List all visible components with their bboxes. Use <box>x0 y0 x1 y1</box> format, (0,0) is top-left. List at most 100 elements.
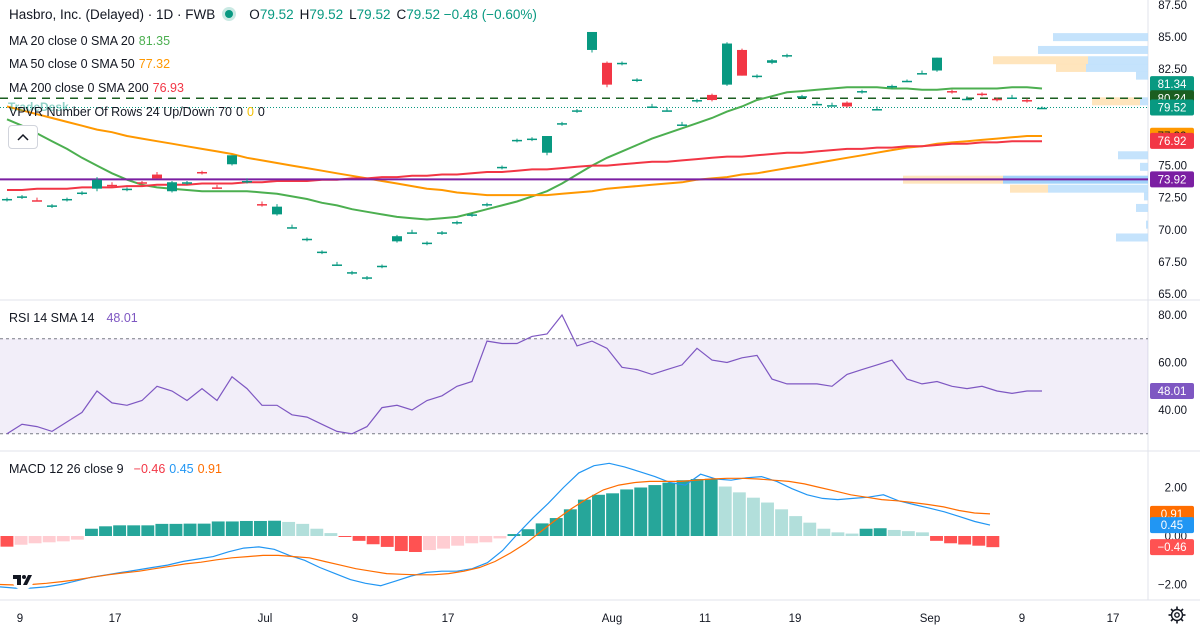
macd-hist-value: −0.46 <box>133 462 166 476</box>
candle-body <box>422 242 432 245</box>
collapse-legend-button[interactable] <box>8 125 38 149</box>
macd-histogram-bar <box>746 497 760 536</box>
macd-histogram-bar <box>437 536 451 549</box>
volume-profile-up-bar <box>1136 203 1148 212</box>
volume-profile-up-bar <box>1118 151 1148 160</box>
candle-body <box>1007 97 1017 99</box>
candle-body <box>752 75 762 78</box>
candle-body <box>47 205 57 207</box>
time-axis-tick-label: Aug <box>602 613 622 625</box>
price-axis-tick-label: 65.00 <box>1158 289 1187 301</box>
macd-histogram-bar <box>465 536 479 544</box>
candle-body <box>332 264 342 266</box>
macd-histogram-bar <box>408 536 422 553</box>
ma200-value: 76.93 <box>152 81 184 95</box>
candle-body <box>527 138 537 141</box>
symbol-title[interactable]: Hasbro, Inc. (Delayed) · 1D · FWB <box>9 7 216 22</box>
volume-profile-up-bar <box>1140 97 1148 106</box>
high-value: 79.52 <box>309 7 344 22</box>
macd-histogram-bar <box>704 478 718 536</box>
macd-histogram-bar <box>28 536 42 544</box>
volume-profile-up-bar <box>1144 192 1148 201</box>
vpvr-legend[interactable]: VPVR Number Of Rows 24 Up/Down 70 0 0 0 <box>9 104 265 120</box>
macd-histogram-bar <box>648 485 662 536</box>
low-value: 79.52 <box>356 7 391 22</box>
ma20-legend[interactable]: MA 20 close 0 SMA 20 81.35 <box>9 33 170 49</box>
tradingview-logo-icon[interactable] <box>8 568 38 590</box>
rsi-value: 48.01 <box>106 311 138 325</box>
rsi-label: RSI 14 SMA 14 <box>9 311 95 325</box>
candle-body <box>272 206 282 215</box>
price-scale-label: 76.92 <box>1158 136 1187 148</box>
macd-histogram-bar <box>155 523 169 536</box>
chevron-up-icon <box>17 133 29 141</box>
time-axis-tick-label: 9 <box>1019 613 1025 625</box>
candle-body <box>977 93 987 96</box>
symbol-header: Hasbro, Inc. (Delayed) · 1D · FWB O79.52 H… <box>9 7 537 22</box>
candle-body <box>377 265 387 268</box>
ma50-value: 77.32 <box>138 57 171 71</box>
watermark: TradeDesk <box>8 100 69 114</box>
macd-histogram-bar <box>70 536 84 540</box>
candle-body <box>797 96 807 98</box>
macd-label: MACD 12 26 close 9 <box>9 462 124 476</box>
candle-body <box>917 73 927 75</box>
time-axis-tick-label: 17 <box>109 613 122 625</box>
volume-profile-down-bar <box>1010 184 1048 193</box>
macd-histogram-bar <box>817 528 831 536</box>
time-axis-tick-label: 11 <box>699 613 711 625</box>
low-label: L <box>349 7 357 22</box>
macd-histogram-bar <box>577 499 591 536</box>
price-axis-tick-label: 82.50 <box>1158 64 1187 76</box>
settings-gear-icon[interactable] <box>1168 606 1186 624</box>
ma200-label: MA 200 close 0 SMA 200 <box>9 81 149 95</box>
candle-body <box>497 166 507 169</box>
candle-body <box>857 91 867 93</box>
time-axis-tick-label: 17 <box>1107 613 1120 625</box>
candle-body <box>1022 100 1032 102</box>
macd-histogram-bar <box>239 520 253 536</box>
macd-signal-value: 0.91 <box>197 462 222 476</box>
candle-body <box>887 85 897 88</box>
price-scale-label-box <box>1150 76 1194 93</box>
volume-profile-up-bar <box>1140 162 1148 171</box>
candle-body <box>122 188 132 191</box>
macd-histogram-bar <box>634 487 648 536</box>
candle-body <box>182 182 192 184</box>
candle-body <box>347 272 357 274</box>
rsi-axis-tick-label: 60.00 <box>1158 358 1187 370</box>
candle-body <box>257 204 267 206</box>
candle-body <box>287 227 297 229</box>
macd-scale-label: 0.45 <box>1161 520 1183 532</box>
macd-hist-scale-label-box <box>1150 539 1194 556</box>
candle-body <box>932 57 942 71</box>
macd-histogram-bar <box>169 523 183 536</box>
ma200-legend[interactable]: MA 200 close 0 SMA 200 76.93 <box>9 80 184 96</box>
candle-body <box>617 62 627 65</box>
ma50-legend[interactable]: MA 50 close 0 SMA 50 77.32 <box>9 56 170 72</box>
candle-body <box>992 98 1002 101</box>
macd-histogram-bar <box>338 536 352 537</box>
candle-body <box>662 110 672 112</box>
candle-body <box>827 105 837 107</box>
macd-histogram-bar <box>676 480 690 536</box>
price-axis-tick-label: 72.50 <box>1158 193 1187 205</box>
macd-histogram-bar <box>380 536 394 547</box>
moving-average-line <box>6 105 1042 197</box>
candle-body <box>557 123 567 125</box>
vpvr-value-2: 0 <box>246 105 254 119</box>
volume-profile-up-bar <box>1136 71 1148 80</box>
candle-body <box>587 31 597 50</box>
change-value: −0.48 (−0.60%) <box>443 7 537 22</box>
macd-legend[interactable]: MACD 12 26 close 9 −0.46 0.45 0.91 <box>9 461 222 477</box>
rsi-legend[interactable]: RSI 14 SMA 14 48.01 <box>9 310 138 326</box>
candle-body <box>632 79 642 81</box>
volume-profile-down-bar <box>993 56 1088 65</box>
candle-body <box>647 106 657 108</box>
time-axis-tick-label: 9 <box>352 613 358 625</box>
volume-profile-down-bar <box>1092 97 1140 106</box>
macd-histogram-bar <box>775 509 789 536</box>
volume-profile-up-bar <box>1086 63 1148 72</box>
macd-histogram-bar <box>803 522 817 536</box>
